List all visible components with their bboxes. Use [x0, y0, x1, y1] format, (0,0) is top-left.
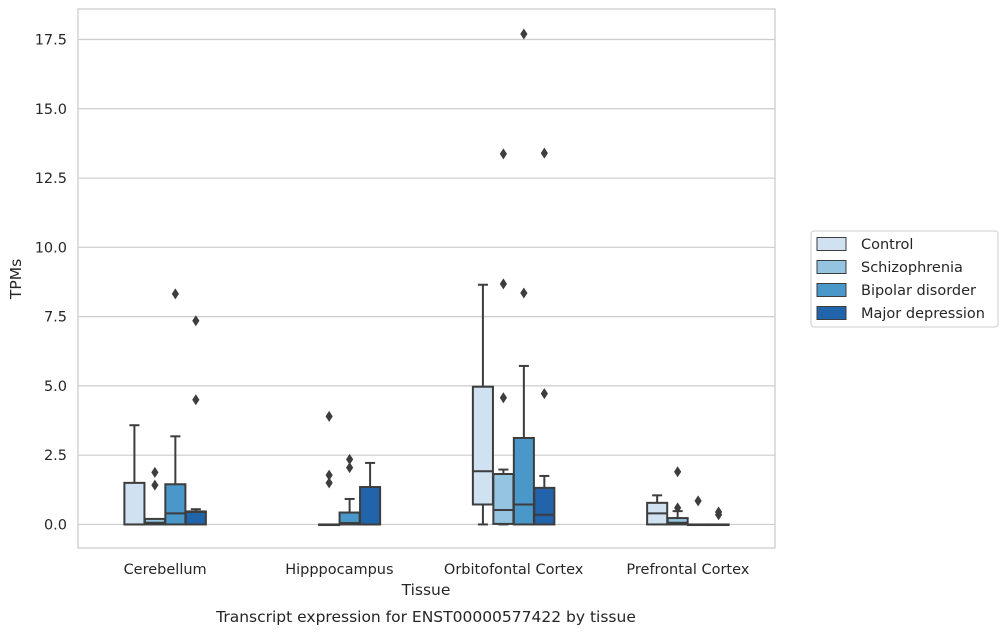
outlier-point [499, 148, 507, 160]
legend-label: Bipolar disorder [861, 283, 976, 299]
box-control [123, 424, 146, 526]
outlier-point [325, 477, 333, 489]
box-body [123, 481, 146, 526]
y-tick-label: 15.0 [35, 102, 67, 118]
legend: Control Schizophrenia Bipolar disorder Majo… [810, 230, 999, 328]
plot-background [78, 9, 775, 548]
gridlines [78, 38, 775, 526]
legend-swatch [816, 260, 847, 274]
legend-swatch [816, 237, 847, 251]
outlier-point [674, 466, 682, 478]
outlier-point [346, 462, 354, 474]
box-body [666, 517, 689, 526]
x-tick-label: Prefrontal Cortex [626, 562, 749, 578]
x-tick-labels: Cerebellum Hipppocampus Orbitofontal Corte… [124, 562, 750, 578]
y-tick-label: 5.0 [44, 379, 67, 395]
legend-label: Schizophrenia [861, 260, 963, 276]
box-major-depression [184, 315, 207, 526]
box-series [123, 28, 730, 527]
box-bipolar-disorder [164, 288, 187, 526]
outlier-point [325, 469, 333, 481]
outlier-point [192, 315, 200, 327]
x-tick-label: Hipppocampus [285, 562, 393, 578]
legend-frame [810, 230, 999, 328]
box-control [471, 283, 494, 526]
y-tick-label: 12.5 [35, 171, 67, 187]
legend-label: Control [861, 237, 913, 253]
y-tick-label: 7.5 [44, 310, 67, 326]
box-body [359, 486, 382, 526]
x-tick-label: Cerebellum [124, 562, 207, 578]
x-axis-title: Tissue [401, 581, 451, 599]
box-schizophrenia [666, 466, 689, 526]
box-body [492, 473, 515, 525]
outlier-point [674, 502, 682, 514]
y-tick-label: 0.0 [44, 517, 67, 533]
box-major-depression [359, 461, 382, 526]
outlier-point [151, 479, 159, 491]
outlier-point [694, 495, 702, 507]
outlier-point [520, 28, 528, 40]
chart-caption: Transcript expression for ENST0000057742… [215, 608, 636, 626]
outlier-point [499, 278, 507, 290]
outlier-point [346, 453, 354, 465]
outlier-point [499, 392, 507, 404]
outlier-point [192, 394, 200, 406]
box-body [512, 436, 535, 526]
outlier-point [520, 287, 528, 299]
box-major-depression [533, 147, 556, 526]
legend-label: Major depression [861, 306, 985, 322]
y-tick-label: 17.5 [35, 32, 67, 48]
x-tick-label: Orbitofontal Cortex [444, 562, 584, 578]
box-body [471, 385, 494, 506]
outlier-point [540, 147, 548, 159]
outlier-point [540, 388, 548, 400]
box-body [533, 486, 556, 526]
y-tick-labels: 0.0 2.5 5.0 7.5 10.0 12.5 15.0 17.5 [35, 32, 67, 533]
y-tick-label: 10.0 [35, 240, 67, 256]
legend-swatch [816, 306, 847, 320]
y-axis-title: TPMs [7, 259, 25, 300]
y-tick-label: 2.5 [44, 448, 67, 464]
box-bipolar-disorder [512, 28, 535, 526]
box-body [164, 483, 187, 526]
box-body [184, 510, 207, 526]
outlier-point [171, 288, 179, 300]
outlier-point [151, 466, 159, 478]
outlier-point [714, 506, 723, 518]
plot-frame [77, 8, 776, 549]
box-major-depression [707, 506, 730, 527]
box-schizophrenia [492, 148, 515, 526]
legend-swatch [816, 283, 847, 297]
box-control [646, 494, 669, 526]
outlier-point [325, 410, 333, 422]
box-bipolar-disorder [687, 495, 710, 527]
